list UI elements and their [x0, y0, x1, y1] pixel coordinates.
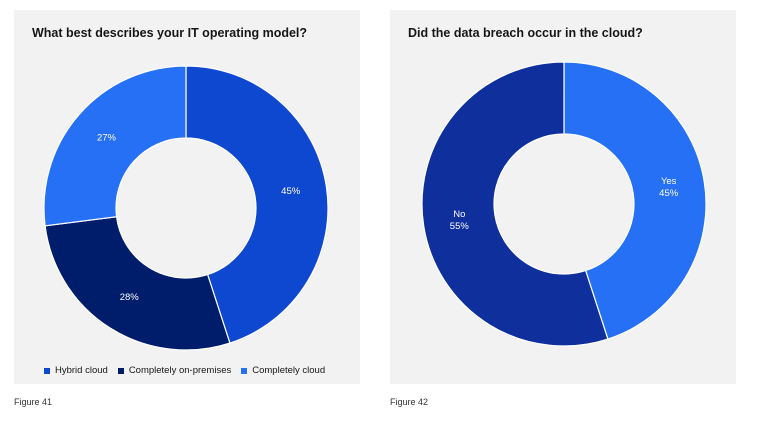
legend-label: Completely on-premises: [128, 365, 232, 376]
donut-chart-it-model: 45% 28% 27%: [43, 65, 329, 351]
slice-value-label: 28%: [120, 292, 140, 303]
slice-value-label: 27%: [97, 132, 117, 143]
slice-label-completely-cloud: 27%: [97, 132, 117, 143]
legend-swatch: [44, 367, 50, 374]
chart-title: Did the data breach occur in the cloud?: [408, 26, 643, 40]
donut-slice-completely-cloud: [43, 65, 187, 227]
legend-item-hybrid-cloud: Hybrid cloud: [44, 365, 108, 376]
donut-slice-completely-on-premises: [44, 216, 231, 351]
slice-label-completely-on-premises: 28%: [120, 292, 140, 303]
chart-title: What best describes your IT operating mo…: [32, 26, 308, 40]
legend-item-on-premises: Completely on-premises: [117, 365, 232, 376]
donut-slice-no: [421, 61, 609, 347]
slice-value-label: 55%: [450, 221, 470, 232]
slice-category-label: No: [453, 209, 465, 220]
figure-caption: Figure 42: [390, 397, 429, 407]
legend-label: Hybrid cloud: [55, 365, 108, 376]
slice-value-label: 45%: [281, 186, 301, 197]
figure-caption: Figure 41: [14, 397, 53, 407]
legend-swatch: [117, 367, 124, 374]
legend-label: Completely cloud: [252, 365, 326, 376]
legend-item-completely-cloud: Completely cloud: [241, 365, 325, 376]
slice-label-hybrid-cloud: 45%: [281, 186, 301, 197]
chart-legend: Hybrid cloud Completely on-premises Comp…: [44, 365, 335, 376]
chart-panel-it-model: What best describes your IT operating mo…: [14, 10, 360, 384]
donut-slice-yes: [563, 61, 707, 340]
chart-panel-breach-cloud: Did the data breach occur in the cloud? …: [390, 10, 736, 384]
slice-category-label: Yes: [661, 176, 677, 187]
legend-swatch: [241, 367, 248, 374]
slice-value-label: 45%: [659, 188, 679, 199]
donut-slice-hybrid-cloud: [185, 65, 329, 344]
